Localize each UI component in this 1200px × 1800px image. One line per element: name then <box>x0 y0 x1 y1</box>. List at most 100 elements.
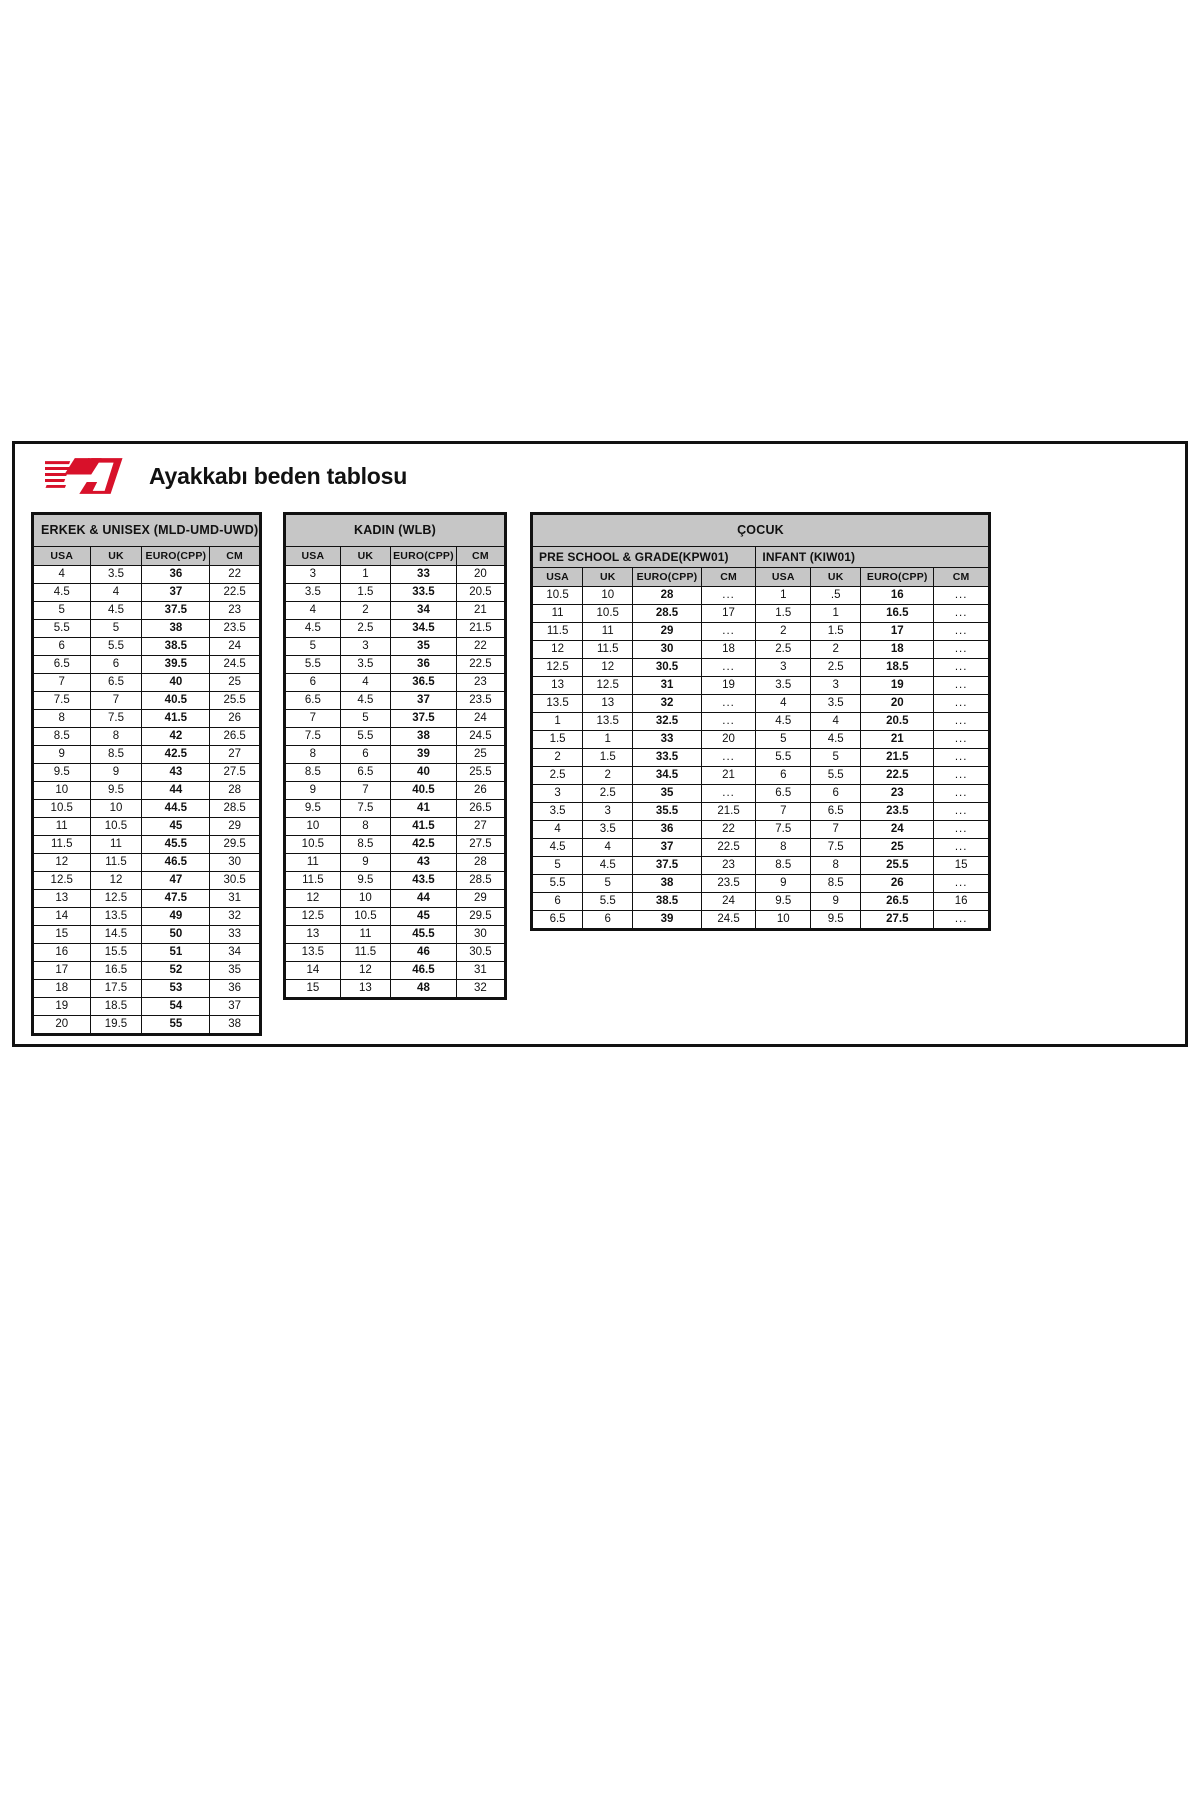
table-row: 15 14.5 50 33 <box>33 925 260 944</box>
col-uk-infant: UK <box>810 567 862 587</box>
cell-usa: 14 <box>285 961 341 980</box>
cell-euro: 55 <box>141 1015 211 1034</box>
cell-cm: ... <box>700 712 757 731</box>
cell-euro: 30.5 <box>632 658 702 677</box>
cell-uk: 7.5 <box>89 709 143 728</box>
cell-uk: 9 <box>339 853 392 872</box>
cell-uk: 3 <box>582 802 634 821</box>
cell-uk: 1 <box>810 604 862 623</box>
cell-cm: 25.5 <box>455 763 506 782</box>
cell-euro: 36.5 <box>390 673 457 692</box>
cell-cm: 29.5 <box>455 907 506 926</box>
table-row: 12.5 12 47 30.5 <box>33 871 260 890</box>
cell-euro: 26.5 <box>860 892 935 911</box>
table-row: 13 11 45.5 30 <box>285 925 506 944</box>
women-column-header-row: USA UK EURO(CPP) CM <box>285 546 506 566</box>
cell-cm: ... <box>933 748 989 767</box>
cell-usa: 2.5 <box>531 766 584 785</box>
table-row: 12 11.5 30 18 2.5 2 18... <box>531 640 989 659</box>
cell-usa: 10.5 <box>33 799 91 818</box>
preschool-group-title: PRE SCHOOL & GRADE(KPW01) <box>531 546 757 568</box>
cell-usa: 8.5 <box>285 763 341 782</box>
cell-usa: 11.5 <box>33 835 91 854</box>
cell-usa: 2 <box>531 748 584 767</box>
cell-euro: 38 <box>390 727 457 746</box>
cell-cm: 26 <box>209 709 260 728</box>
cell-uk: 5 <box>810 748 862 767</box>
cell-euro: 23.5 <box>860 802 935 821</box>
cell-usa: 6 <box>33 637 91 656</box>
cell-cm: 24 <box>455 709 506 728</box>
cell-euro: 41.5 <box>141 709 211 728</box>
cell-euro: 16.5 <box>860 604 935 623</box>
cell-usa: 15 <box>33 925 91 944</box>
cell-cm: 27 <box>455 817 506 836</box>
table-row: 10.5 8.5 42.5 27.5 <box>285 835 506 854</box>
cell-cm: ... <box>933 604 989 623</box>
table-row: 2.5 2 34.5 21 6 5.5 22.5... <box>531 766 989 785</box>
table-row: 5 4.5 37.5 23 8.5 8 25.5 15 <box>531 856 989 875</box>
cell-usa: 20 <box>33 1015 91 1034</box>
cell-cm: 28.5 <box>455 871 506 890</box>
cell-usa: 19 <box>33 997 91 1016</box>
cell-euro: 32 <box>632 694 702 713</box>
cell-euro: 21 <box>860 730 935 749</box>
cell-usa: 5 <box>531 856 584 875</box>
cell-uk: 10 <box>89 799 143 818</box>
cell-euro: 33 <box>632 730 702 749</box>
table-row: 7 5 37.5 24 <box>285 709 506 728</box>
kids-column-header-row: USA UK EURO(CPP) CM USA UK EURO(CPP) CM <box>531 567 989 587</box>
cell-cm: 21 <box>455 601 506 620</box>
cell-cm: 27.5 <box>455 835 506 854</box>
col-cm-preschool: CM <box>700 567 757 587</box>
cell-euro: 37 <box>141 583 211 602</box>
cell-usa: 14 <box>33 907 91 926</box>
cell-uk: 12 <box>89 871 143 890</box>
cell-usa: 10 <box>33 781 91 800</box>
cell-usa: 15 <box>285 979 341 998</box>
cell-euro: 34.5 <box>632 766 702 785</box>
cell-euro: 36 <box>632 820 702 839</box>
cell-uk: 4 <box>810 712 862 731</box>
col-usa: USA <box>33 546 91 566</box>
cell-cm: ... <box>700 784 757 803</box>
cell-uk: 6 <box>582 910 634 929</box>
cell-usa: 11.5 <box>285 871 341 890</box>
cell-euro: 53 <box>141 979 211 998</box>
cell-cm: 27.5 <box>209 763 260 782</box>
kids-size-table: ÇOCUK PRE SCHOOL & GRADE(KPW01) INFANT (… <box>531 514 989 929</box>
cell-euro: 45 <box>141 817 211 836</box>
cell-usa: 11.5 <box>531 622 584 641</box>
table-row: 8 6 39 25 <box>285 745 506 764</box>
table-row: 14 12 46.5 31 <box>285 961 506 980</box>
cell-usa: 9 <box>755 874 812 893</box>
table-row: 11.5 9.5 43.5 28.5 <box>285 871 506 890</box>
cell-euro: 38 <box>141 619 211 638</box>
cell-uk: 4 <box>89 583 143 602</box>
cell-cm: 20.5 <box>455 583 506 602</box>
cell-usa: 4 <box>755 694 812 713</box>
cell-uk: 11.5 <box>89 853 143 872</box>
cell-uk: 10.5 <box>582 604 634 623</box>
col-euro: EURO(CPP) <box>390 546 457 566</box>
cell-usa: 11 <box>285 853 341 872</box>
cell-euro: 51 <box>141 943 211 962</box>
women-table-body: 3 1 33 20 3.5 1.5 33.5 20.5 4 2 34 21 4.5 2.5 34.5 21.5… <box>285 565 506 998</box>
cell-cm: 25.5 <box>209 691 260 710</box>
cell-usa: 5.5 <box>755 748 812 767</box>
cell-cm: ... <box>933 802 989 821</box>
cell-cm: 20 <box>455 565 506 584</box>
cell-usa: 7.5 <box>755 820 812 839</box>
cell-usa: 12 <box>33 853 91 872</box>
cell-euro: 31 <box>632 676 702 695</box>
cell-uk: 13 <box>582 694 634 713</box>
table-row: 11 10.5 28.5 17 1.5 1 16.5... <box>531 604 989 623</box>
cell-uk: 11 <box>89 835 143 854</box>
cell-uk: 11 <box>582 622 634 641</box>
page-title: Ayakkabı beden tablosu <box>149 462 408 489</box>
table-row: 6.5 6 39 24.5 10 9.5 27.5... <box>531 910 989 929</box>
table-row: 4 2 34 21 <box>285 601 506 620</box>
cell-uk: 8.5 <box>89 745 143 764</box>
cell-euro: 40 <box>141 673 211 692</box>
col-usa-preschool: USA <box>531 567 584 587</box>
